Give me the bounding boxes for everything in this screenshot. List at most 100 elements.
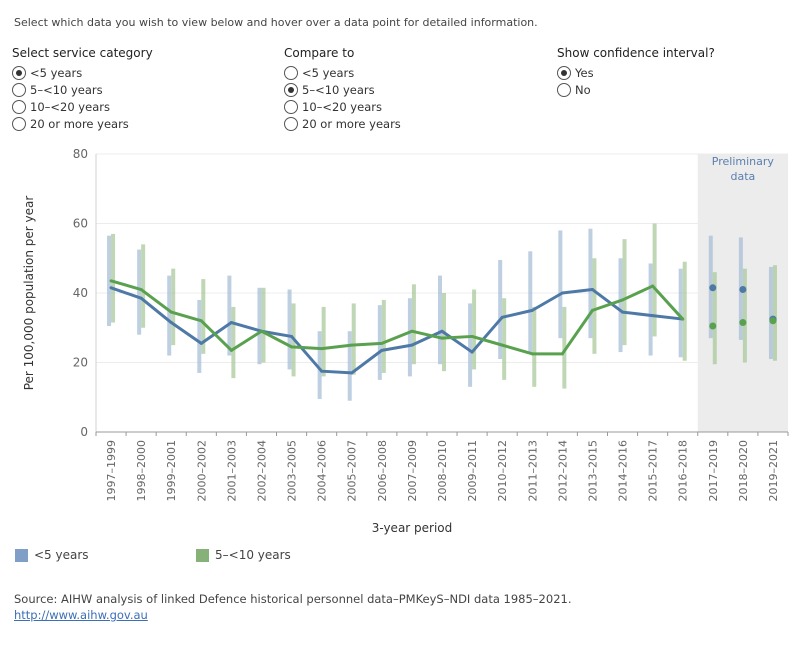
service-option[interactable]: 5–<10 years — [12, 81, 153, 98]
data-point — [470, 350, 474, 354]
radio-button[interactable] — [12, 82, 26, 97]
legend-swatch-blue — [15, 548, 28, 562]
option-label: 5–<10 years — [30, 82, 103, 97]
data-point — [380, 341, 384, 345]
x-tick-label: 2001–2003 — [225, 440, 238, 502]
confidence-interval-bar — [141, 244, 146, 328]
data-point — [739, 286, 747, 294]
y-tick-label: 0 — [80, 425, 88, 439]
radio-button[interactable] — [557, 65, 571, 80]
x-tick-label: 2000–2002 — [195, 440, 208, 502]
confidence-interval-bar — [287, 289, 292, 370]
radio-button[interactable] — [284, 116, 298, 131]
service-category-group: Select service category <5 years 5–<10 ye… — [12, 46, 153, 132]
confidence-interval-bar — [472, 289, 477, 370]
confidence-interval-bar — [528, 251, 533, 353]
data-point — [169, 310, 173, 314]
compare-to-title: Compare to — [284, 46, 355, 60]
confidence-interval-bar — [468, 303, 473, 387]
compare-to-options: <5 years 5–<10 years 10–<20 years 20 or mor… — [284, 64, 401, 132]
radio-button[interactable] — [284, 82, 298, 97]
confidence-interval-options: Yes No — [557, 64, 715, 98]
confidence-interval-bar — [588, 228, 593, 339]
data-point — [470, 334, 474, 338]
confidence-interval-bar — [201, 279, 206, 354]
legend-item-s2[interactable]: 5–<10 years — [196, 548, 291, 562]
option-label: 5–<10 years — [302, 82, 375, 97]
aihw-link[interactable]: http://www.aihw.gov.au — [14, 608, 148, 622]
data-point — [530, 352, 534, 356]
service-option[interactable]: <5 years — [12, 64, 153, 81]
data-point — [621, 310, 625, 314]
ci-option[interactable]: Yes — [557, 64, 715, 81]
radio-button[interactable] — [284, 65, 298, 80]
confidence-interval-bar — [652, 223, 657, 337]
compare-option[interactable]: 5–<10 years — [284, 81, 401, 98]
preliminary-label: data — [730, 170, 755, 183]
radio-button[interactable] — [284, 99, 298, 114]
confidence-interval-bar — [347, 331, 352, 401]
confidence-interval-bar — [257, 287, 262, 365]
confidence-interval-bar — [592, 258, 597, 354]
option-label: 20 or more years — [302, 116, 401, 131]
compare-option[interactable]: <5 years — [284, 64, 401, 81]
data-point — [410, 343, 414, 347]
data-point — [139, 288, 143, 292]
data-point — [621, 298, 625, 302]
radio-button[interactable] — [12, 116, 26, 131]
data-point — [139, 296, 143, 300]
x-tick-label: 1999–2001 — [165, 440, 178, 502]
radio-button[interactable] — [12, 65, 26, 80]
data-point — [590, 288, 594, 292]
data-point — [229, 348, 233, 352]
radio-button[interactable] — [557, 82, 571, 97]
data-point — [651, 284, 655, 288]
y-tick-label: 20 — [73, 356, 88, 370]
confidence-interval-bar — [682, 261, 687, 361]
confidence-interval-bar — [321, 306, 326, 377]
confidence-interval-bar — [197, 299, 202, 373]
y-tick-label: 60 — [73, 217, 88, 231]
confidence-interval-bar — [562, 306, 567, 389]
radio-button[interactable] — [12, 99, 26, 114]
compare-option[interactable]: 10–<20 years — [284, 98, 401, 115]
option-label: <5 years — [30, 65, 83, 80]
service-option[interactable]: 10–<20 years — [12, 98, 153, 115]
x-tick-label: 1998–2000 — [135, 440, 148, 502]
chart-area: Preliminary data 0 20 40 60 80 Per 100,000 popu… — [0, 140, 800, 560]
intro-text: Select which data you wish to view below… — [14, 16, 538, 29]
confidence-interval-bar — [438, 275, 442, 365]
confidence-interval-bar — [407, 298, 412, 377]
confidence-interval-bar — [772, 265, 777, 361]
x-axis-label: 3-year period — [372, 521, 453, 535]
x-tick-label: 2012–2014 — [556, 440, 569, 502]
data-point — [709, 322, 717, 330]
legend-item-s1[interactable]: <5 years — [15, 548, 89, 562]
compare-option[interactable]: 20 or more years — [284, 115, 401, 132]
data-point — [259, 329, 263, 333]
service-option[interactable]: 20 or more years — [12, 115, 153, 132]
data-point — [440, 329, 444, 333]
data-point — [380, 348, 384, 352]
confidence-interval-bar — [622, 239, 627, 346]
data-point — [681, 317, 685, 321]
ci-option[interactable]: No — [557, 81, 715, 98]
data-point — [560, 291, 564, 295]
confidence-interval-bar — [618, 258, 623, 353]
x-tick-label: 2007–2009 — [406, 440, 419, 502]
option-label: No — [575, 82, 591, 97]
confidence-interval-bar — [648, 263, 653, 356]
option-label: <5 years — [302, 65, 355, 80]
confidence-interval-bar — [498, 259, 503, 360]
x-tick-label: 2009–2011 — [466, 440, 479, 502]
series-line — [110, 286, 683, 375]
data-point — [651, 314, 655, 318]
data-point — [410, 329, 414, 333]
confidence-interval-bar — [167, 275, 172, 356]
x-tick-label: 2017–2019 — [707, 440, 720, 502]
source-text: Source: AIHW analysis of linked Defence … — [14, 592, 572, 606]
option-label: 10–<20 years — [30, 99, 110, 114]
data-point — [109, 279, 113, 283]
data-point — [350, 343, 354, 347]
confidence-interval-bar — [381, 299, 386, 373]
